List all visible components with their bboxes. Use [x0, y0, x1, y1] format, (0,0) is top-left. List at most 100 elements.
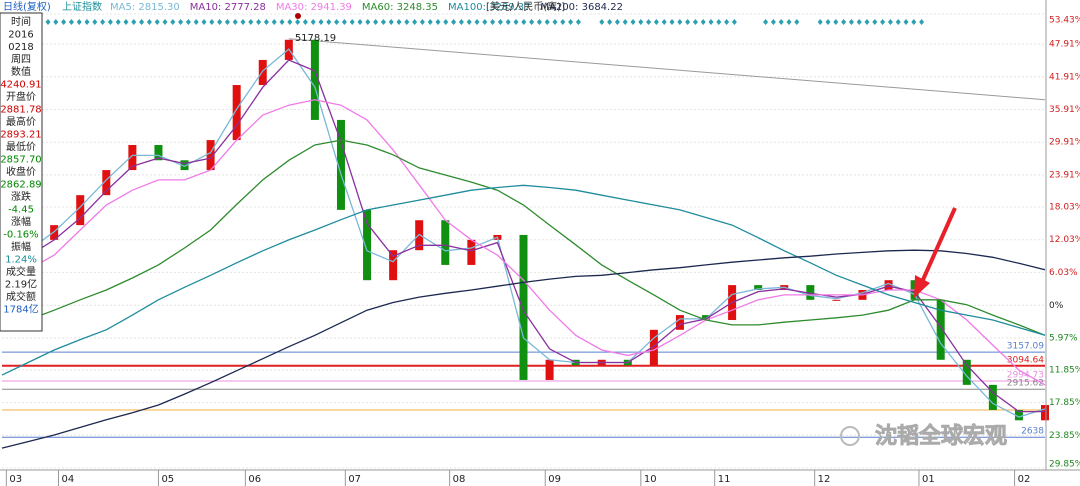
y-tick-label: 23.91% — [1049, 170, 1080, 180]
signal-diamond — [139, 19, 145, 25]
info-value: 1.24% — [5, 255, 37, 266]
signal-diamond — [318, 19, 324, 25]
x-tick-label: 05 — [161, 474, 174, 485]
y-tick-label: 29.85% — [1049, 460, 1080, 470]
info-panel — [0, 12, 43, 332]
signal-diamond — [552, 19, 558, 25]
signal-diamond — [794, 19, 800, 25]
y-tick-label: 47.91% — [1049, 40, 1080, 50]
symbol: 上证指数 — [62, 0, 102, 13]
info-value: 0218 — [8, 42, 33, 53]
legend-entry: MA5: 2815.30 — [110, 2, 180, 13]
signal-diamond — [653, 19, 659, 25]
ma-line — [1, 249, 1046, 449]
trendline — [288, 38, 1046, 101]
signal-diamond — [568, 19, 574, 25]
info-value: 周四 — [11, 54, 31, 66]
x-tick-label: 06 — [248, 474, 261, 485]
watermark: 沈韬全球宏观 — [875, 423, 1007, 449]
signal-diamond — [841, 19, 847, 25]
legend-entry: MA60: 3248.35 — [362, 2, 438, 13]
candle — [884, 280, 893, 291]
y-tick-label: 18.03% — [1049, 202, 1080, 212]
candle — [936, 299, 945, 360]
info-label: 涨幅 — [11, 215, 31, 228]
signal-diamond — [224, 19, 230, 25]
signal-diamond — [435, 19, 441, 25]
signal-diamond — [380, 19, 386, 25]
signal-diamond — [443, 19, 449, 25]
grid — [2, 13, 1045, 469]
legend-entry: MA10: 2777.28 — [190, 2, 266, 13]
signal-diamond — [661, 19, 667, 25]
signal-diamond — [388, 19, 394, 25]
signal-diamond — [217, 19, 223, 25]
signal-diamond — [201, 19, 207, 25]
level-label: 3157.09 — [1007, 342, 1044, 352]
x-tick-label: 02 — [1018, 474, 1031, 485]
x-tick-label: 01 — [922, 474, 935, 485]
signal-diamond — [61, 19, 67, 25]
candle — [206, 140, 215, 171]
x-tick-label: 12 — [818, 474, 831, 485]
signal-diamond — [677, 19, 683, 25]
candle — [154, 144, 163, 161]
signal-diamond — [123, 19, 129, 25]
signal-diamond — [638, 19, 644, 25]
signal-diamond — [919, 19, 925, 25]
candle — [336, 119, 345, 210]
signal-diamond — [778, 19, 784, 25]
y-tick-label: 5.97% — [1049, 333, 1078, 343]
marker-icon — [295, 13, 301, 19]
signal-diamond — [84, 19, 90, 25]
signal-diamond — [669, 19, 675, 25]
signal-diamond — [599, 19, 605, 25]
info-value: 2016 — [8, 30, 33, 41]
peak-label: 5178.19 — [295, 33, 336, 44]
y-tick-label: 23.85% — [1049, 431, 1080, 441]
candle — [675, 315, 684, 330]
signal-diamond — [607, 19, 613, 25]
signal-diamond — [872, 19, 878, 25]
x-tick-label: 07 — [348, 474, 361, 485]
info-value: 4240.91 — [0, 80, 41, 91]
signal-diamond — [825, 19, 831, 25]
candle — [258, 59, 267, 86]
signal-diamond — [630, 19, 636, 25]
signal-diamond — [68, 19, 74, 25]
signal-diamond — [341, 19, 347, 25]
y-tick-label: 35.91% — [1049, 105, 1080, 115]
currency: [美元/人民币(离)] — [486, 0, 565, 13]
signal-diamond — [505, 19, 511, 25]
signal-diamond — [466, 19, 472, 25]
info-value: 2862.89 — [0, 180, 41, 191]
signal-diamond — [365, 19, 371, 25]
period: 日线(复权) — [3, 0, 51, 13]
signal-diamond — [560, 19, 566, 25]
y-tick-label: 17.85% — [1049, 398, 1080, 408]
signal-diamond — [146, 19, 152, 25]
candle — [310, 39, 319, 120]
signal-diamond — [458, 19, 464, 25]
ma-line — [1, 99, 1046, 386]
signal-diamond — [529, 19, 535, 25]
signal-diamond — [685, 19, 691, 25]
info-label: 成交量 — [6, 265, 36, 278]
y-tick-label: 0% — [1049, 301, 1064, 311]
candle — [754, 285, 763, 291]
signal-diamond — [903, 19, 909, 25]
signal-diamond — [708, 19, 714, 25]
signal-diamond — [521, 19, 527, 25]
x-tick-label: 08 — [453, 474, 466, 485]
y-tick-label: 41.91% — [1049, 72, 1080, 82]
signal-diamond — [45, 19, 51, 25]
signal-diamond — [295, 19, 301, 25]
signal-diamond — [770, 19, 776, 25]
signal-diamond — [544, 19, 550, 25]
signal-diamond — [115, 19, 121, 25]
legend-entry: MA200: 3684.22 — [540, 2, 622, 13]
